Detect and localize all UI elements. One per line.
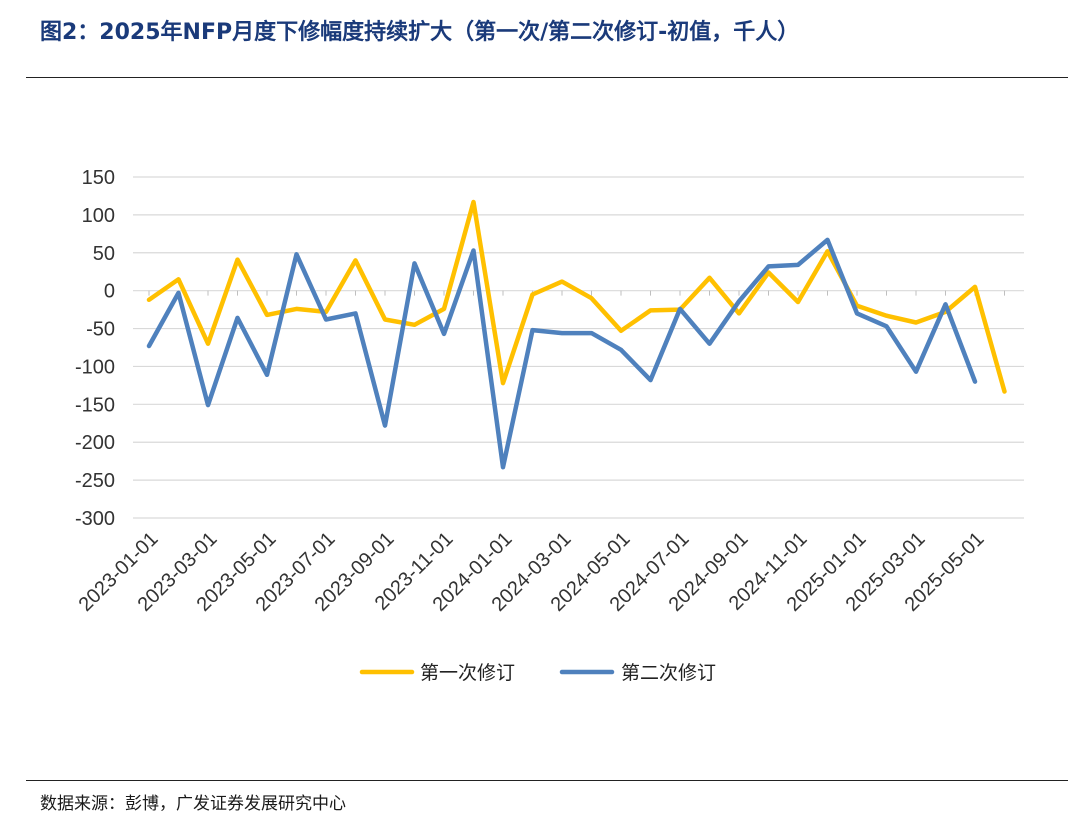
y-tick-label: 50 — [93, 243, 115, 265]
gridlines — [133, 176, 1024, 519]
series-line-2 — [146, 237, 978, 470]
y-tick-label: -200 — [75, 432, 115, 454]
legend-label-2: 第二次修订 — [621, 662, 716, 684]
y-tick-label: 150 — [82, 167, 115, 189]
y-tick-label: -250 — [75, 470, 115, 492]
title-divider — [26, 77, 1068, 78]
y-tick-label: -100 — [75, 356, 115, 378]
y-tick-label: 100 — [82, 205, 115, 227]
series-line-1 — [146, 199, 1007, 394]
figure-title: 图2：2025年NFP月度下修幅度持续扩大（第一次/第二次修订-初值，千人） — [40, 20, 800, 45]
y-tick-label: -300 — [75, 508, 115, 530]
x-axis-tick-labels: 2023-01-012023-03-012023-05-012023-07-01… — [75, 528, 989, 616]
y-axis-tick-labels: 150 100 50 0 -50 -100 -150 -200 -250 -300 — [75, 167, 115, 530]
source-note: 数据来源：彭博，广发证券发展研究中心 — [40, 794, 346, 814]
source-divider — [26, 780, 1068, 781]
y-tick-label: -150 — [75, 394, 115, 416]
series-lines — [146, 199, 1007, 470]
y-tick-label: 0 — [104, 281, 115, 303]
legend: 第一次修订 第二次修订 — [359, 662, 716, 684]
y-tick-label: -50 — [86, 319, 115, 341]
legend-label-1: 第一次修订 — [420, 662, 515, 684]
